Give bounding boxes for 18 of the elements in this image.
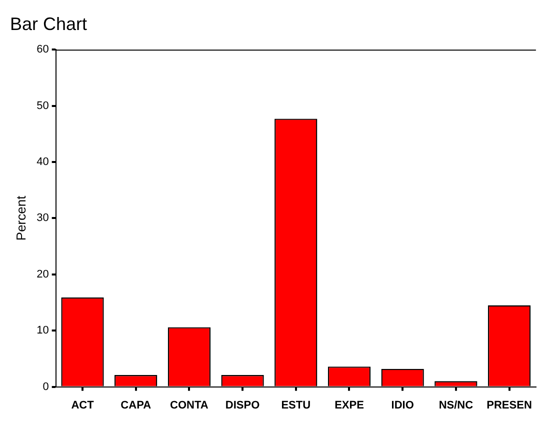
y-tick-label: 10 xyxy=(36,324,49,337)
x-tick-label: PRESEN xyxy=(486,399,532,412)
x-tick-label: NS/NC xyxy=(438,399,474,412)
x-tick-label: IDIO xyxy=(391,399,414,412)
y-tick-label: 50 xyxy=(36,100,49,112)
y-tick-label: 40 xyxy=(36,156,49,168)
y-tick-label: 20 xyxy=(36,268,49,280)
y-tick-label: 60 xyxy=(36,44,49,56)
y-tick-label: 30 xyxy=(36,212,49,224)
x-tick-label: DISPO xyxy=(225,399,260,412)
y-tick-label: 0 xyxy=(42,380,49,393)
x-tick-label: CAPA xyxy=(120,399,152,412)
x-tick-label: CONTA xyxy=(170,399,208,412)
y-axis-title: Percent xyxy=(13,195,28,241)
x-tick-label: EXPE xyxy=(334,399,364,412)
chart-title: Bar Chart xyxy=(10,14,88,34)
x-tick-label: ESTU xyxy=(281,399,311,412)
x-tick-label: ACT xyxy=(71,399,94,412)
